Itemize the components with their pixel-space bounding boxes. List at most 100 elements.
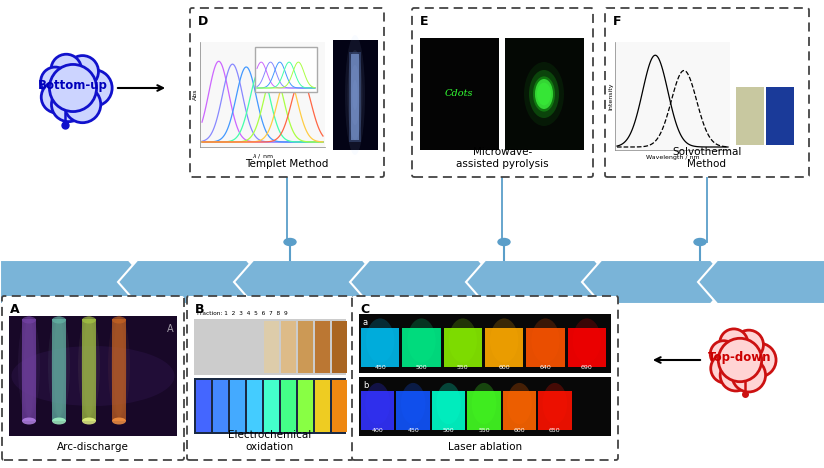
Bar <box>568 328 606 367</box>
Bar <box>9 316 177 436</box>
Ellipse shape <box>524 62 564 126</box>
Ellipse shape <box>345 35 365 155</box>
Text: Intensity: Intensity <box>608 82 613 110</box>
FancyBboxPatch shape <box>412 8 593 177</box>
Ellipse shape <box>694 239 706 246</box>
Bar <box>505 38 584 150</box>
Ellipse shape <box>54 315 64 417</box>
Text: A: A <box>10 303 20 316</box>
Ellipse shape <box>507 383 531 424</box>
Circle shape <box>64 86 101 123</box>
Ellipse shape <box>284 239 296 246</box>
Bar <box>22 319 36 421</box>
Ellipse shape <box>400 383 425 424</box>
Ellipse shape <box>18 315 40 417</box>
Text: A: A <box>167 324 174 334</box>
Ellipse shape <box>531 318 559 363</box>
Bar <box>298 380 313 432</box>
Ellipse shape <box>81 315 97 417</box>
Bar <box>82 319 96 421</box>
Text: Laser ablation: Laser ablation <box>448 442 522 452</box>
Ellipse shape <box>471 383 496 424</box>
Circle shape <box>76 70 112 106</box>
Ellipse shape <box>82 417 96 424</box>
Ellipse shape <box>449 318 477 363</box>
Circle shape <box>711 354 740 383</box>
Circle shape <box>742 343 776 377</box>
Ellipse shape <box>535 79 553 109</box>
Bar <box>359 314 611 373</box>
Bar <box>736 87 764 145</box>
Text: F: F <box>613 15 621 28</box>
Ellipse shape <box>52 316 66 323</box>
Bar <box>615 42 730 150</box>
Text: b: b <box>363 381 368 390</box>
Text: 690: 690 <box>581 365 592 370</box>
Text: Microwave-
assisted pyrolysis: Microwave- assisted pyrolysis <box>456 147 549 169</box>
Bar <box>527 328 564 367</box>
Ellipse shape <box>108 315 130 417</box>
Circle shape <box>51 88 86 122</box>
Bar <box>213 321 228 373</box>
FancyBboxPatch shape <box>2 296 184 460</box>
Ellipse shape <box>12 346 175 406</box>
Ellipse shape <box>573 318 601 363</box>
Bar <box>247 321 262 373</box>
Ellipse shape <box>436 383 461 424</box>
Circle shape <box>720 329 747 357</box>
Bar <box>264 321 279 373</box>
Ellipse shape <box>542 383 567 424</box>
Ellipse shape <box>21 315 37 417</box>
Text: Fraction: 1  2  3  4  5  6  7  8  9: Fraction: 1 2 3 4 5 6 7 8 9 <box>197 311 288 316</box>
Text: 650: 650 <box>549 428 560 433</box>
Bar <box>766 87 794 145</box>
Bar <box>432 391 466 430</box>
Ellipse shape <box>22 417 36 424</box>
Bar <box>503 391 536 430</box>
Ellipse shape <box>84 315 94 417</box>
Polygon shape <box>698 260 824 304</box>
Text: B: B <box>195 303 204 316</box>
Polygon shape <box>118 260 266 304</box>
Bar <box>485 328 523 367</box>
Ellipse shape <box>51 315 67 417</box>
Text: 550: 550 <box>478 428 489 433</box>
Ellipse shape <box>353 80 358 110</box>
Bar <box>420 38 499 150</box>
Circle shape <box>719 338 761 382</box>
Polygon shape <box>582 260 730 304</box>
Bar <box>351 54 359 140</box>
Circle shape <box>67 56 98 88</box>
Ellipse shape <box>112 417 126 424</box>
Bar <box>196 380 211 432</box>
Bar <box>112 319 126 421</box>
Bar <box>213 380 228 432</box>
Text: Top-down: Top-down <box>709 351 772 364</box>
Text: 500: 500 <box>442 428 454 433</box>
Circle shape <box>41 81 73 113</box>
Text: Arc-discharge: Arc-discharge <box>57 442 129 452</box>
Text: D: D <box>198 15 208 28</box>
Text: C: C <box>360 303 369 316</box>
Ellipse shape <box>498 239 510 246</box>
Bar <box>315 380 330 432</box>
Bar <box>467 391 501 430</box>
Bar <box>396 391 430 430</box>
FancyBboxPatch shape <box>187 296 353 460</box>
Ellipse shape <box>407 318 436 363</box>
Bar <box>298 321 313 373</box>
FancyBboxPatch shape <box>190 8 384 177</box>
Bar <box>255 47 317 92</box>
Text: Abs: Abs <box>193 89 198 100</box>
Bar <box>361 328 400 367</box>
Polygon shape <box>0 260 148 304</box>
Bar <box>333 40 378 150</box>
Bar <box>196 321 211 373</box>
Text: $\lambda$ / nm: $\lambda$ / nm <box>251 152 274 160</box>
Circle shape <box>732 358 765 392</box>
Circle shape <box>51 54 82 85</box>
Ellipse shape <box>52 417 66 424</box>
Bar <box>281 380 296 432</box>
Ellipse shape <box>24 315 34 417</box>
Text: 450: 450 <box>374 365 386 370</box>
